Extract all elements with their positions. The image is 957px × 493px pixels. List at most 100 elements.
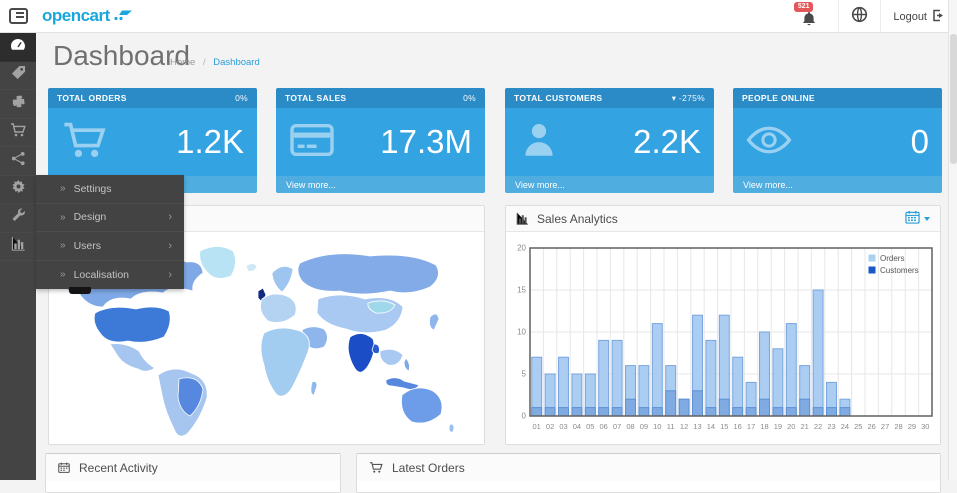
sidebar-item-marketing[interactable]	[0, 147, 36, 176]
scrollbar-track[interactable]	[948, 0, 957, 480]
sidebar-item-sales[interactable]	[0, 119, 36, 148]
svg-text:01: 01	[533, 422, 541, 431]
sidebar	[0, 33, 36, 480]
sidebar-item-system[interactable]	[0, 175, 36, 204]
cart-icon	[61, 119, 107, 166]
tile-view-more-link[interactable]: View more...	[733, 176, 942, 193]
credit-card-icon	[289, 120, 335, 165]
tile-header: TOTAL CUSTOMERS ▾ -275%	[505, 88, 714, 108]
tile-body: 0	[733, 108, 942, 176]
svg-text:04: 04	[573, 422, 581, 431]
sales-analytics-panel: Sales Analytics 0 5 10 15 20 01 02 03 04 05 06 07 08…	[505, 205, 941, 445]
svg-text:05: 05	[586, 422, 594, 431]
notification-badge: 521	[794, 1, 814, 12]
page-title: Dashboard	[53, 40, 190, 71]
tile-title: TOTAL CUSTOMERS	[514, 93, 603, 103]
tile-view-more-link[interactable]: View more...	[276, 176, 485, 193]
svg-text:0: 0	[522, 412, 527, 421]
tile-body: 17.3M	[276, 108, 485, 176]
svg-text:12: 12	[680, 422, 688, 431]
svg-text:15: 15	[517, 286, 526, 295]
menu-item-users[interactable]: » Users ›	[36, 232, 184, 261]
svg-text:21: 21	[801, 422, 809, 431]
world-map-panel	[48, 205, 485, 445]
svg-text:27: 27	[881, 422, 889, 431]
cart-icon	[369, 461, 383, 474]
tile-view-more-link[interactable]: View more...	[505, 176, 714, 193]
globe-icon	[851, 6, 868, 28]
tile-value: 17.3M	[380, 123, 472, 160]
sidebar-item-tools[interactable]	[0, 204, 36, 233]
tile-people-online: PEOPLE ONLINE 0 View more...	[733, 88, 942, 193]
menu-item-settings[interactable]: » Settings	[36, 175, 184, 204]
latest-orders-panel: Latest Orders	[356, 453, 941, 493]
analytics-panel-header: Sales Analytics	[506, 206, 940, 232]
svg-text:24: 24	[841, 422, 849, 431]
breadcrumb-current[interactable]: Dashboard	[213, 57, 260, 68]
opencart-logo[interactable]: opencart	[42, 6, 133, 26]
svg-text:22: 22	[814, 422, 822, 431]
reports-icon	[11, 236, 26, 256]
tile-change: 0%	[463, 93, 476, 103]
double-chevron-icon: »	[60, 269, 66, 281]
svg-text:10: 10	[517, 328, 526, 337]
sidebar-item-extensions[interactable]	[0, 90, 36, 119]
recent-activity-panel: Recent Activity	[45, 453, 341, 493]
logout-button[interactable]: Logout	[893, 9, 945, 25]
logo-text: opencart	[42, 6, 110, 25]
tile-value: 1.2K	[176, 123, 244, 160]
menu-item-label: Settings	[73, 182, 112, 195]
svg-text:23: 23	[827, 422, 835, 431]
menu-item-label: Localisation	[73, 268, 130, 281]
tools-icon	[11, 208, 26, 228]
breadcrumb-separator: /	[202, 57, 206, 68]
submenu-notch	[69, 287, 91, 294]
svg-text:16: 16	[734, 422, 742, 431]
breadcrumb-home[interactable]: Home	[170, 57, 196, 68]
scrollbar-thumb[interactable]	[950, 34, 957, 164]
date-range-button[interactable]	[905, 210, 930, 227]
topbar-divider	[838, 0, 840, 33]
svg-text:Customers: Customers	[880, 266, 919, 275]
tile-header: TOTAL SALES 0%	[276, 88, 485, 108]
logout-label: Logout	[893, 10, 927, 23]
svg-text:17: 17	[747, 422, 755, 431]
tile-total-customers: TOTAL CUSTOMERS ▾ -275% 2.2K View more..…	[505, 88, 714, 193]
svg-text:13: 13	[693, 422, 701, 431]
analytics-panel-title: Sales Analytics	[537, 211, 618, 226]
extensions-icon	[11, 94, 26, 114]
person-icon	[518, 119, 560, 166]
svg-text:28: 28	[894, 422, 902, 431]
topbar: opencart 521 Logout	[0, 0, 957, 33]
sidebar-item-catalog[interactable]	[0, 62, 36, 91]
notifications-button[interactable]: 521	[794, 1, 826, 32]
svg-text:07: 07	[613, 422, 621, 431]
sidebar-item-reports[interactable]	[0, 233, 36, 262]
tile-change: ▾ -275%	[671, 92, 705, 103]
sidebar-item-dashboard[interactable]	[0, 33, 36, 62]
menu-toggle-icon[interactable]	[9, 8, 28, 24]
svg-text:26: 26	[868, 422, 876, 431]
bell-icon	[800, 11, 818, 32]
tile-total-sales: TOTAL SALES 0% 17.3M View more...	[276, 88, 485, 193]
tile-title: PEOPLE ONLINE	[742, 93, 815, 103]
tile-change: 0%	[235, 93, 248, 103]
latest-orders-header: Latest Orders	[357, 454, 940, 481]
svg-text:10: 10	[653, 422, 661, 431]
svg-text:30: 30	[921, 422, 929, 431]
menu-item-design[interactable]: » Design ›	[36, 204, 184, 232]
menu-item-localisation[interactable]: » Localisation ›	[36, 261, 184, 290]
svg-text:02: 02	[546, 422, 554, 431]
recent-activity-title: Recent Activity	[79, 460, 158, 475]
tile-header: TOTAL ORDERS 0%	[48, 88, 257, 108]
logout-icon	[932, 9, 945, 25]
store-front-button[interactable]	[851, 6, 868, 28]
svg-text:11: 11	[667, 422, 675, 431]
logo-cart-icon	[113, 6, 133, 26]
svg-text:03: 03	[559, 422, 567, 431]
bar-chart-icon	[516, 212, 529, 225]
svg-text:25: 25	[854, 422, 862, 431]
latest-orders-title: Latest Orders	[392, 460, 465, 475]
double-chevron-icon: »	[60, 240, 66, 252]
